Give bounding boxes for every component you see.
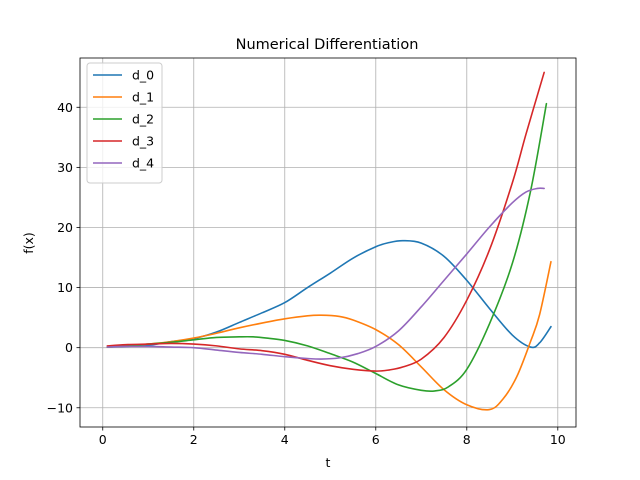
y-tick-label: 10 <box>57 280 73 295</box>
x-tick-label: 6 <box>372 432 380 447</box>
plot-frame <box>79 57 577 428</box>
chart-title: Numerical Differentiation <box>236 37 419 53</box>
y-tick-label: 20 <box>57 220 73 235</box>
x-tick-label: 4 <box>281 432 289 447</box>
series-line-d-4 <box>106 187 545 360</box>
legend: d_0 d_1 d_2 d_3 d_4 <box>86 62 163 184</box>
legend-label-d-1: d_1 <box>132 90 154 105</box>
x-tick-label: 0 <box>99 432 107 447</box>
grid-lines <box>80 58 576 427</box>
y-axis-ticks: −10 0 10 20 30 40 <box>47 100 80 415</box>
y-tick-label: 30 <box>57 160 73 175</box>
x-tick-label: 8 <box>463 432 471 447</box>
y-tick-label: 40 <box>57 100 73 115</box>
y-tick-label: −10 <box>47 400 73 415</box>
series-line-d-1 <box>106 260 552 411</box>
y-axis-label: f(x) <box>21 232 36 254</box>
legend-label-d-2: d_2 <box>132 112 154 127</box>
series-line-d-2 <box>106 102 548 393</box>
y-tick-label: 0 <box>65 340 73 355</box>
x-tick-label: 10 <box>550 432 566 447</box>
legend-label-d-0: d_0 <box>132 68 154 83</box>
legend-box <box>86 62 163 184</box>
series-line-d-3 <box>106 71 545 372</box>
series-lines <box>106 71 552 411</box>
x-tick-label: 2 <box>190 432 198 447</box>
legend-label-d-4: d_4 <box>132 156 154 171</box>
legend-label-d-3: d_3 <box>132 134 154 149</box>
x-axis-label: t <box>326 455 331 470</box>
x-axis-ticks: 0 2 4 6 8 10 <box>99 427 566 447</box>
